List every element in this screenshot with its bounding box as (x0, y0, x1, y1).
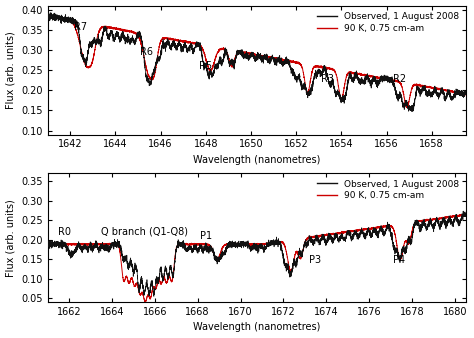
Text: R0: R0 (58, 226, 71, 237)
Text: R2: R2 (393, 74, 406, 84)
Text: Q branch (Q1-Q8): Q branch (Q1-Q8) (101, 226, 188, 237)
Y-axis label: Flux (arb. units): Flux (arb. units) (6, 199, 16, 276)
Text: R3: R3 (321, 74, 334, 84)
X-axis label: Wavelength (nanometres): Wavelength (nanometres) (193, 322, 320, 333)
Text: P1: P1 (200, 231, 212, 241)
Text: R7: R7 (73, 22, 87, 32)
Y-axis label: Flux (arb. units): Flux (arb. units) (6, 31, 16, 109)
Text: P3: P3 (309, 255, 321, 265)
Text: P4: P4 (393, 255, 405, 265)
Text: R6: R6 (140, 47, 153, 57)
Text: R5: R5 (199, 61, 212, 71)
Legend: Observed, 1 August 2008, 90 K, 0.75 cm-am: Observed, 1 August 2008, 90 K, 0.75 cm-a… (315, 178, 461, 202)
Legend: Observed, 1 August 2008, 90 K, 0.75 cm-am: Observed, 1 August 2008, 90 K, 0.75 cm-a… (315, 10, 461, 35)
X-axis label: Wavelength (nanometres): Wavelength (nanometres) (193, 155, 320, 165)
